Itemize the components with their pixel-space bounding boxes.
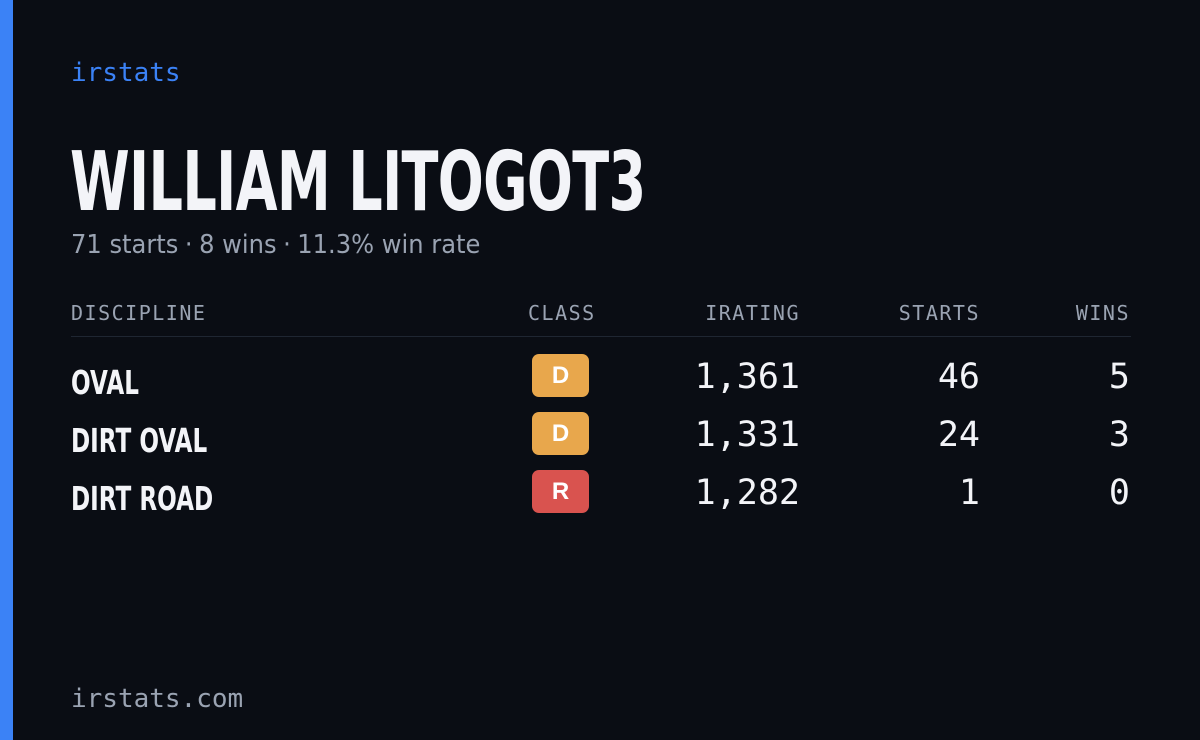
- discipline-name: DIRT ROAD: [71, 479, 214, 518]
- header-divider: [71, 336, 1131, 337]
- wins-value: 5: [1108, 357, 1130, 397]
- license-class-badge: D: [532, 412, 589, 455]
- table-row: DIRT ROAD R 1,282 1 0: [0, 470, 1200, 528]
- wins-value: 0: [1108, 473, 1130, 513]
- summary-separator: ·: [283, 230, 291, 260]
- license-class-badge: R: [532, 470, 589, 513]
- summary-wins: 8 wins: [199, 230, 277, 260]
- accent-bar: [0, 0, 13, 740]
- footer-url: irstats.com: [71, 684, 244, 714]
- starts-value: 46: [937, 357, 980, 397]
- table-row: OVAL D 1,361 46 5: [0, 354, 1200, 412]
- column-header-class: CLASS: [528, 301, 596, 325]
- column-header-wins: WINS: [1075, 301, 1130, 325]
- summary-win-rate: 11.3% win rate: [297, 230, 481, 260]
- irating-value: 1,361: [694, 357, 800, 397]
- table-row: DIRT OVAL D 1,331 24 3: [0, 412, 1200, 470]
- wins-value: 3: [1108, 415, 1130, 455]
- summary-starts: 71 starts: [71, 230, 179, 260]
- starts-value: 24: [937, 415, 980, 455]
- column-header-irating: IRATING: [705, 301, 800, 325]
- driver-name: WILLIAM LITOGOT3: [70, 135, 646, 230]
- brand-logo: irstats: [71, 58, 181, 88]
- summary-separator: ·: [184, 230, 193, 260]
- discipline-name: OVAL: [71, 363, 139, 402]
- column-header-discipline: DISCIPLINE: [71, 301, 207, 325]
- driver-summary: 71 starts · 8 wins · 11.3% win rate: [71, 228, 480, 262]
- starts-value: 1: [958, 473, 980, 513]
- discipline-name: DIRT OVAL: [71, 421, 208, 460]
- column-header-starts: STARTS: [898, 301, 980, 325]
- license-class-badge: D: [532, 354, 589, 397]
- irating-value: 1,331: [694, 415, 800, 455]
- irating-value: 1,282: [694, 473, 800, 513]
